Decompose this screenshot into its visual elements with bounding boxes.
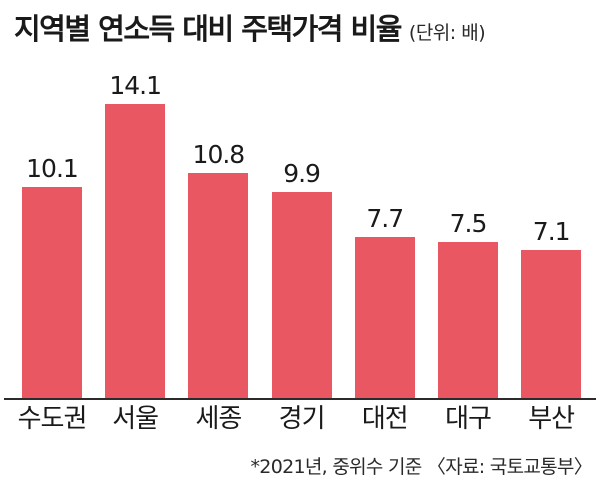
value-label: 14.1 [109,71,162,100]
bar-세종 [188,172,249,398]
category-label: 부산 [528,404,575,434]
category-label: 대전 [361,404,409,434]
category-label: 대구 [445,404,492,434]
value-label: 7.7 [366,204,404,234]
chart-header: 지역별 연소득 대비 주택가격 비율 (단위: 배) [14,6,486,50]
value-label: 10.1 [26,154,79,184]
category-label: 경기 [278,404,326,434]
category-label: 세종 [195,404,242,434]
bar-부산 [521,249,582,398]
chart-title: 지역별 연소득 대비 주택가격 비율 [14,12,402,46]
bar-대구 [438,241,498,398]
value-label: 9.9 [283,158,321,188]
bar-대전 [354,237,415,398]
bar-서울 [105,104,166,398]
category-label: 수도권 [17,404,88,434]
source-note: *2021년, 중위수 기준 〈자료: 국토교통부〉 [250,456,593,478]
value-label: 10.8 [192,139,246,169]
bar-경기 [271,191,332,398]
bar-수도권 [22,187,82,398]
x-axis-baseline [4,398,596,400]
unit-label: (단위: 배) [408,22,486,44]
category-label: 서울 [112,404,159,434]
value-label: 7.1 [532,216,571,246]
value-label: 7.5 [449,208,488,238]
